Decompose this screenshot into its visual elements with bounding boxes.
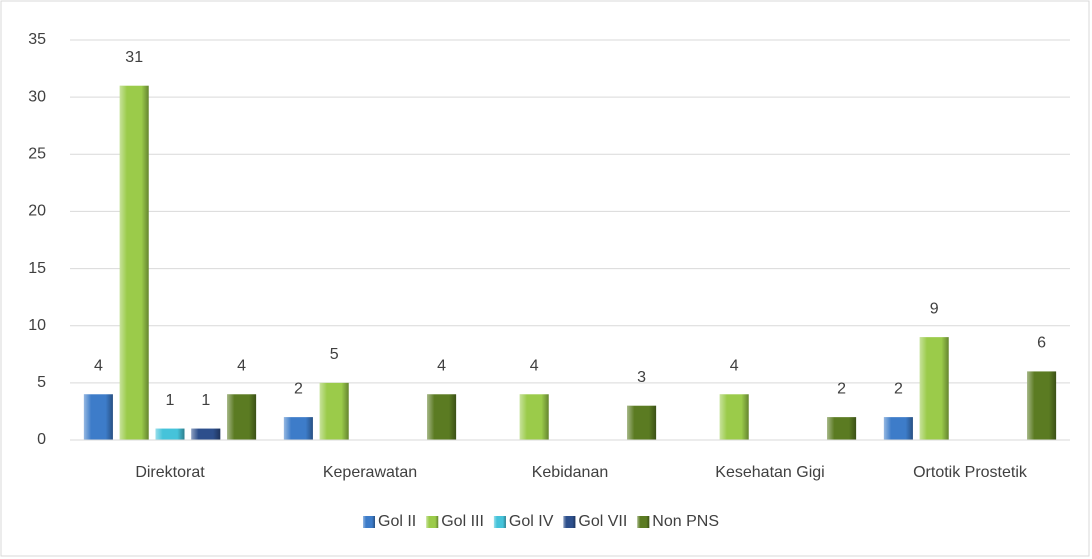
bar-shade — [827, 417, 857, 440]
bar-shade — [427, 394, 457, 440]
bar-shade — [883, 417, 913, 440]
data-label: 9 — [930, 300, 939, 317]
legend-item: Gol IV — [493, 513, 554, 530]
bar-shade — [83, 394, 113, 440]
legend-item: Non PNS — [637, 513, 719, 530]
x-tick-label: Kebidanan — [532, 464, 609, 481]
data-label: 5 — [330, 346, 339, 363]
x-tick-label: Kesehatan Gigi — [715, 464, 824, 481]
legend-swatch-shade — [563, 516, 576, 528]
data-label: 4 — [237, 358, 246, 375]
legend-label: Gol III — [441, 513, 484, 530]
legend-swatch-shade — [426, 516, 439, 528]
x-tick-label: Ortotik Prostetik — [913, 464, 1028, 481]
legend-item: Gol II — [363, 513, 416, 530]
legend-item: Gol VII — [563, 513, 627, 530]
bar-shade — [227, 394, 257, 440]
data-label: 4 — [530, 358, 539, 375]
y-tick-label: 35 — [28, 31, 46, 48]
data-label: 2 — [294, 380, 303, 397]
bar-shade — [119, 85, 149, 440]
bar-shade — [919, 337, 949, 440]
y-tick-label: 25 — [28, 146, 46, 163]
y-tick-label: 5 — [37, 374, 46, 391]
legend-swatch-shade — [637, 516, 650, 528]
data-label: 1 — [201, 392, 210, 409]
bar-shade — [155, 428, 185, 440]
y-tick-label: 0 — [37, 431, 46, 448]
y-tick-label: 20 — [28, 203, 46, 220]
data-label: 4 — [94, 358, 103, 375]
x-tick-label: Direktorat — [135, 464, 205, 481]
bar-shade — [319, 382, 349, 440]
data-label: 31 — [125, 49, 143, 66]
data-label: 6 — [1037, 335, 1046, 352]
data-label: 4 — [730, 358, 739, 375]
data-label: 2 — [894, 380, 903, 397]
y-tick-label: 30 — [28, 88, 46, 105]
data-label: 2 — [837, 380, 846, 397]
legend-label: Gol IV — [509, 513, 554, 530]
x-tick-label: Keperawatan — [323, 464, 417, 481]
legend-swatch-shade — [493, 516, 506, 528]
bar-shade — [283, 417, 313, 440]
bar-shade — [627, 405, 657, 440]
legend-label: Gol II — [378, 513, 416, 530]
bar-shade — [719, 394, 749, 440]
legend-swatch-shade — [363, 516, 375, 528]
legend-label: Non PNS — [652, 513, 719, 530]
bar-shade — [1027, 371, 1057, 440]
y-tick-label: 10 — [28, 317, 46, 334]
data-label: 1 — [166, 392, 175, 409]
data-label: 3 — [637, 369, 646, 386]
bar-shade — [191, 428, 221, 440]
bar-shade — [519, 394, 549, 440]
legend-item: Gol III — [426, 513, 484, 530]
data-label: 4 — [437, 358, 446, 375]
legend-label: Gol VII — [578, 513, 627, 530]
y-tick-label: 15 — [28, 260, 46, 277]
